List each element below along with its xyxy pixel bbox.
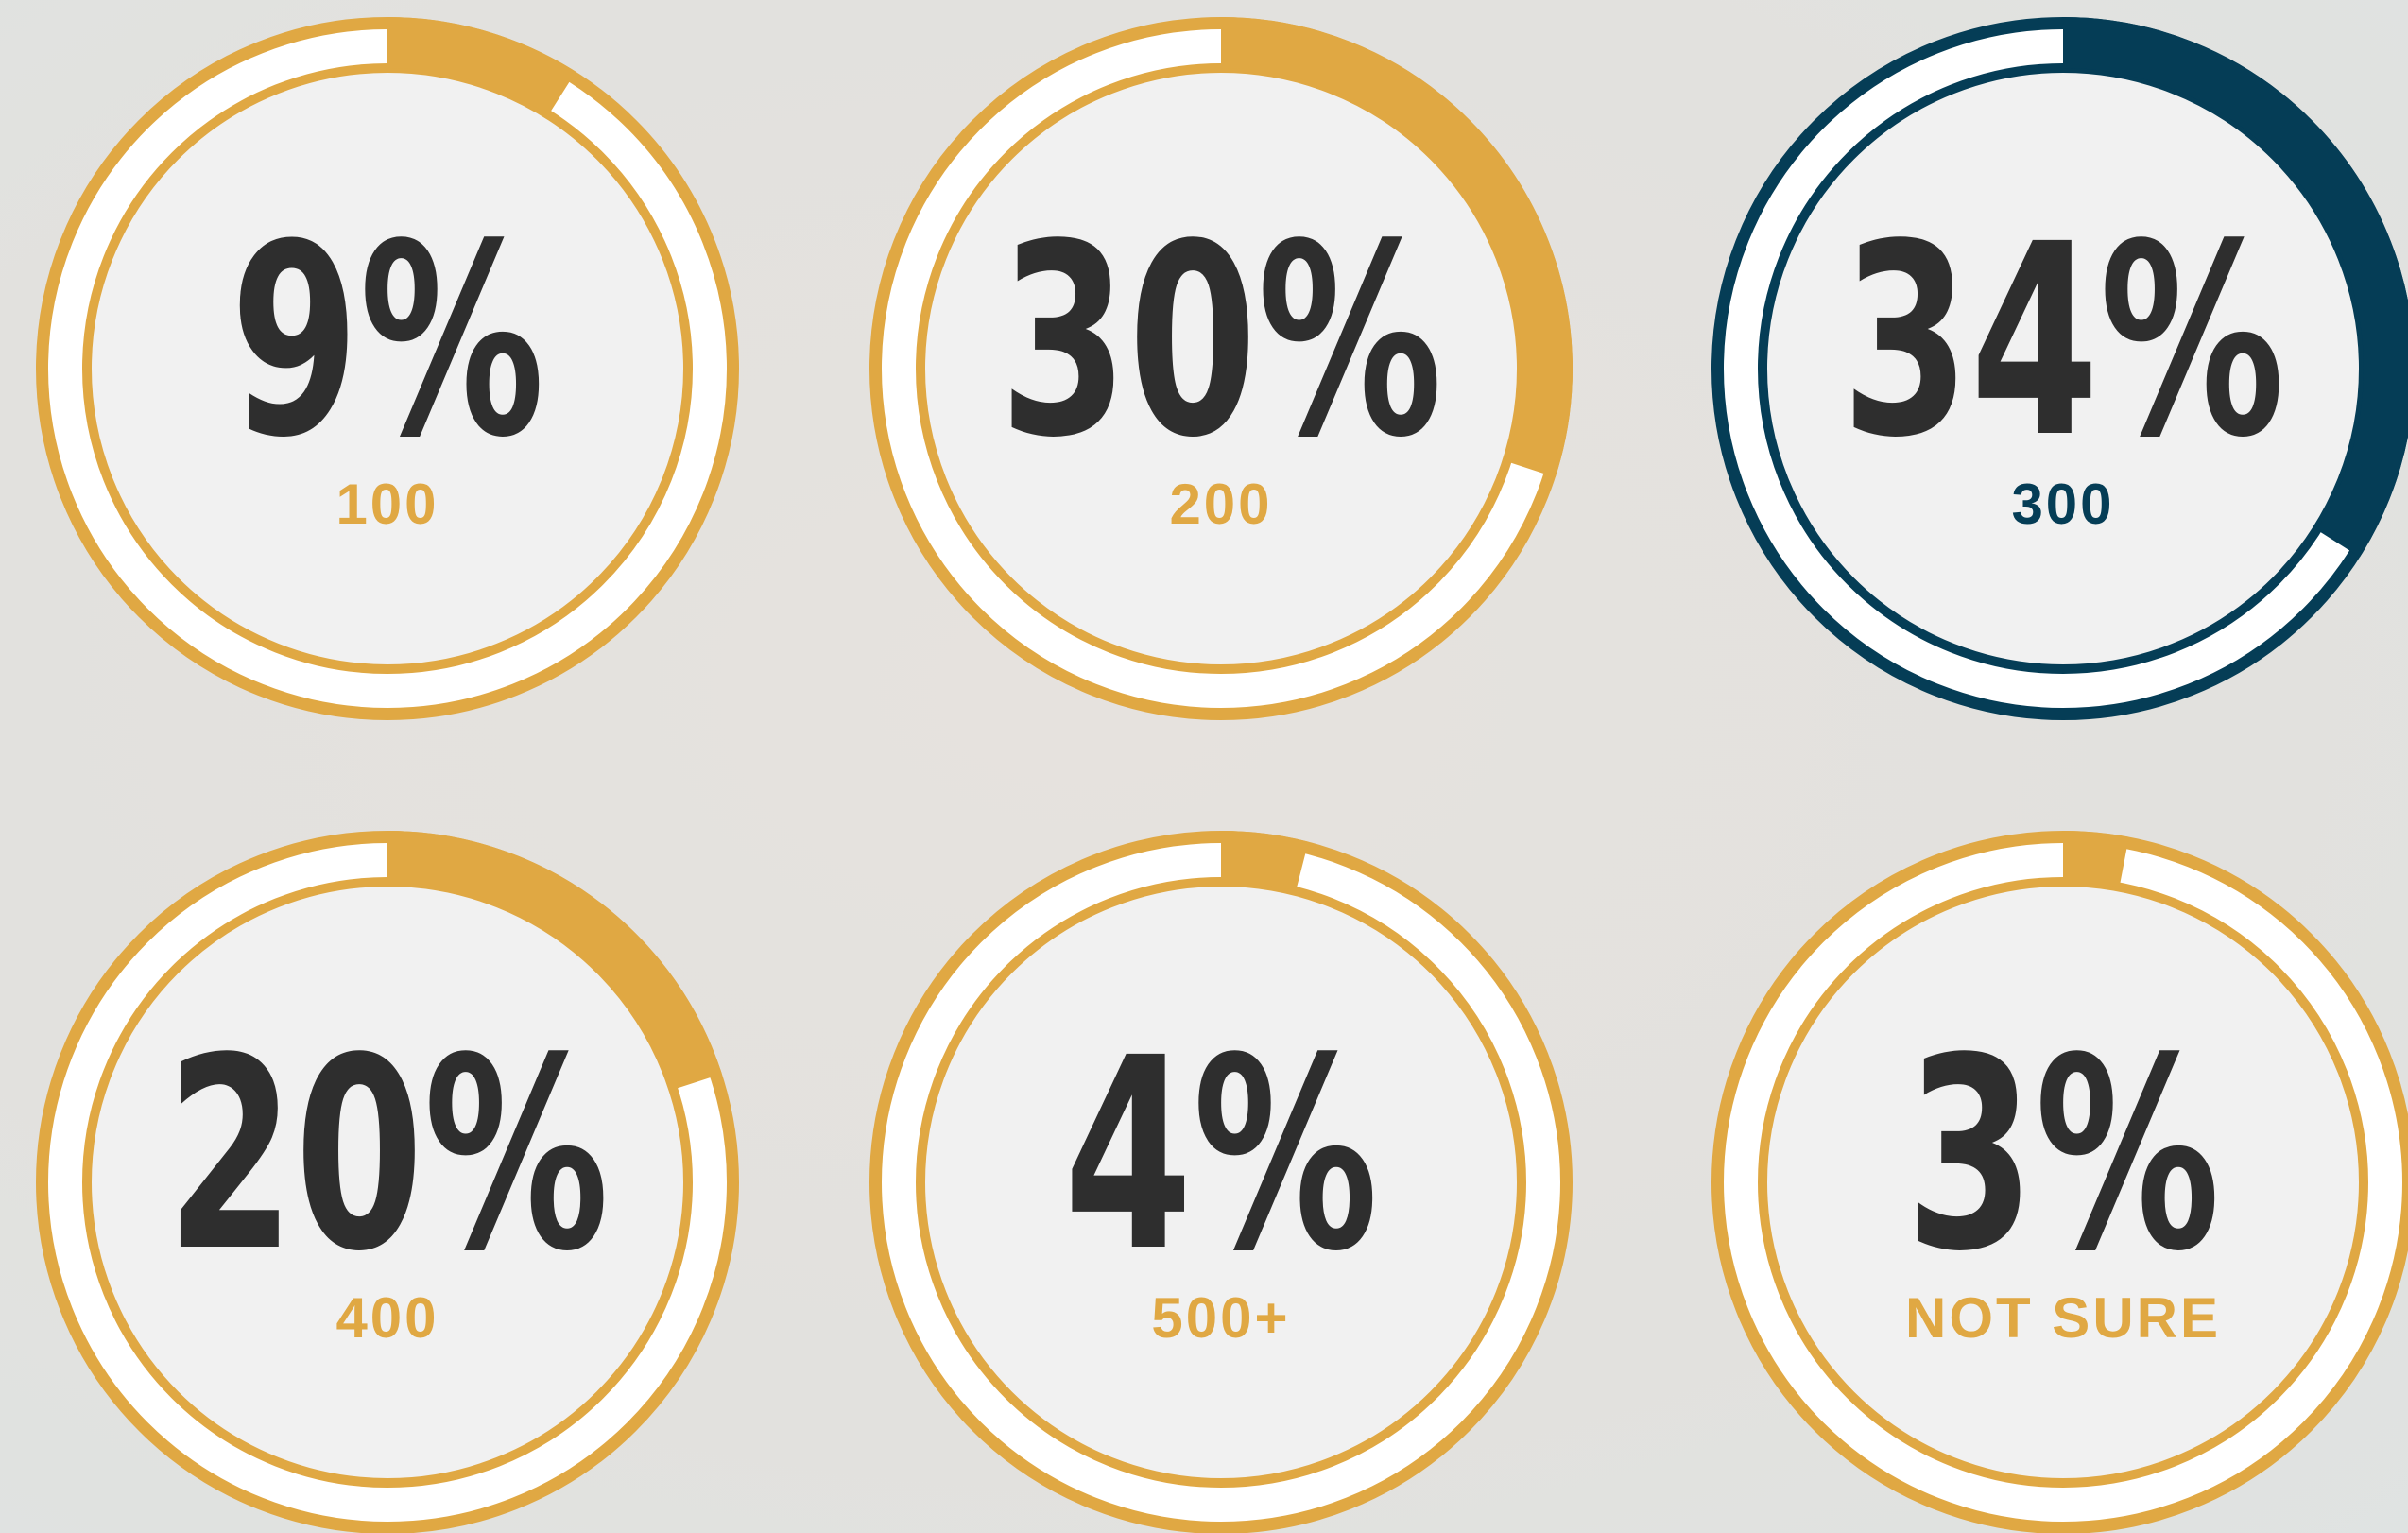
progress-arc — [36, 17, 739, 720]
progress-arc — [869, 17, 1573, 720]
progress-arc — [1711, 17, 2408, 720]
gauge: 3%NOT SURE — [1711, 831, 2408, 1533]
percent-label: 9% — [231, 187, 545, 495]
progress-arc — [36, 831, 739, 1533]
gauge: 9%100 — [36, 17, 739, 720]
track — [48, 29, 727, 708]
gauge: 4%500+ — [869, 831, 1573, 1533]
progress-arc — [869, 831, 1573, 1533]
gauge: 20%400 — [36, 831, 739, 1533]
progress-arc — [1711, 831, 2408, 1533]
category-label: 500+ — [1151, 1286, 1290, 1350]
inner-ring — [82, 63, 693, 674]
gauge: 34%300 — [1711, 17, 2408, 720]
category-label: NOT SURE — [1905, 1286, 2221, 1350]
percent-label: 30% — [999, 187, 1442, 495]
percent-label: 3% — [1906, 1001, 2221, 1309]
category-label: 400 — [335, 1286, 439, 1350]
category-label: 300 — [2011, 473, 2114, 536]
category-label: 200 — [1169, 473, 1272, 536]
percent-label: 4% — [1064, 1001, 1379, 1309]
percent-label: 20% — [165, 1001, 609, 1309]
category-label: 100 — [335, 473, 439, 536]
gauge: 30%200 — [869, 17, 1573, 720]
percent-label: 34% — [1841, 187, 2284, 495]
